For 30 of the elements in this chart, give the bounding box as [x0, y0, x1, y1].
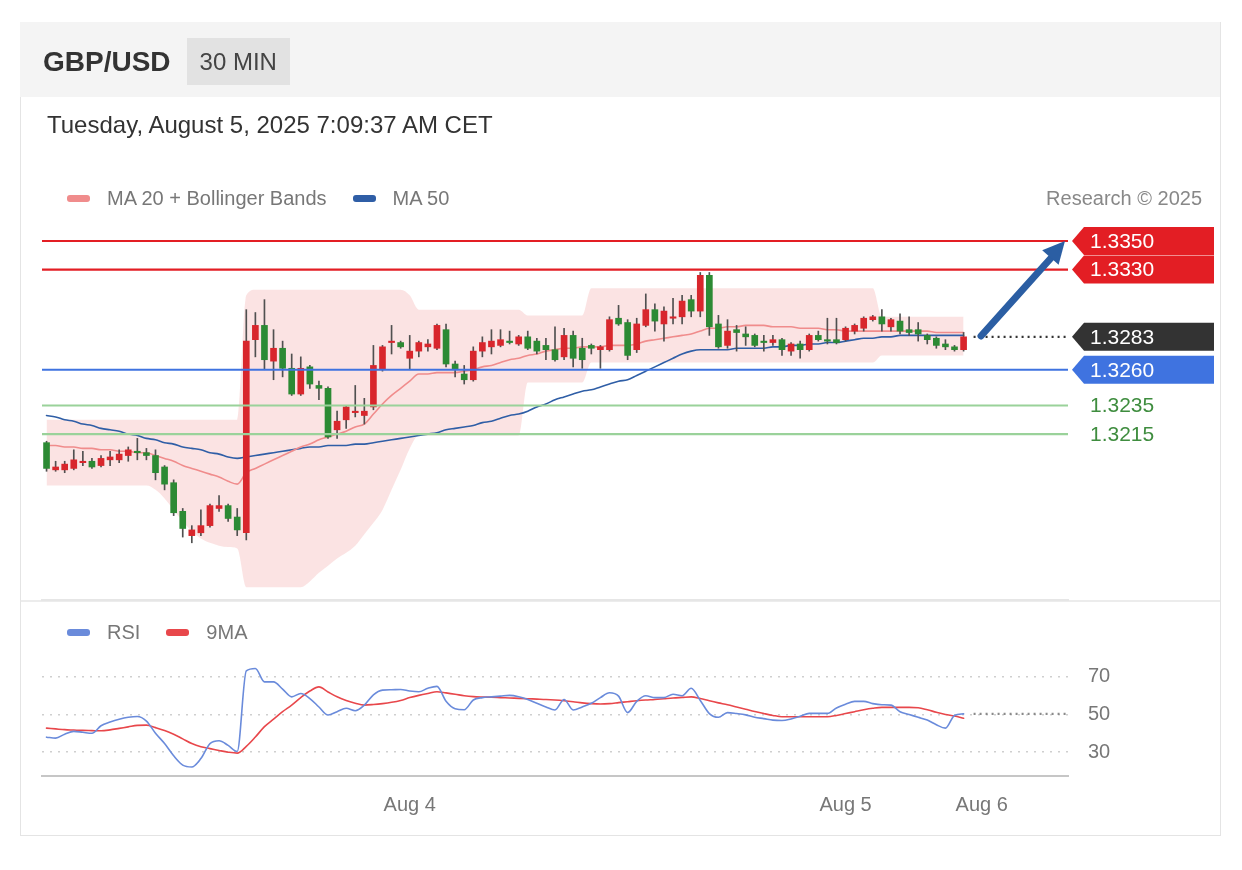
candlestick: [406, 335, 414, 371]
y-tick-label: 30: [1088, 739, 1111, 762]
y-tick-label: 70: [1088, 664, 1111, 687]
candlestick: [215, 495, 223, 512]
ref-line-label: 1.3260: [1090, 357, 1155, 381]
ref-line-label: 1.3330: [1090, 257, 1155, 281]
y-tick-label: 50: [1088, 701, 1111, 724]
legend-label: RSI: [107, 620, 141, 644]
legend-label: MA 50: [392, 186, 450, 210]
candlestick: [669, 297, 677, 325]
chart-subtitle: Tuesday, August 5, 2025 7:09:37 AM CET: [47, 111, 493, 138]
chart-title: GBP/USD: [43, 45, 171, 77]
legend-label: MA 20 + Bollinger Bands: [107, 186, 327, 210]
x-tick-label: Aug 4: [383, 792, 436, 815]
ref-line-label: 1.3215: [1090, 421, 1155, 445]
text: 30 MIN: [186, 38, 290, 85]
ref-line-label: 1.3350: [1090, 228, 1155, 252]
candlestick: [351, 385, 359, 418]
ref-line-label: 1.3235: [1090, 393, 1155, 417]
ref-line-label: 1.3283: [1090, 324, 1155, 348]
legend-label: 9MA: [206, 620, 248, 644]
candlestick: [905, 316, 913, 336]
candlestick: [742, 326, 749, 346]
candlestick: [315, 380, 323, 401]
x-tick-label: Aug 6: [955, 792, 1008, 815]
line-series: [45, 667, 965, 768]
x-tick-label: Aug 5: [819, 792, 872, 815]
line-series: [45, 686, 965, 754]
candlestick: [542, 337, 550, 361]
text: Research © 2025: [1046, 186, 1202, 210]
